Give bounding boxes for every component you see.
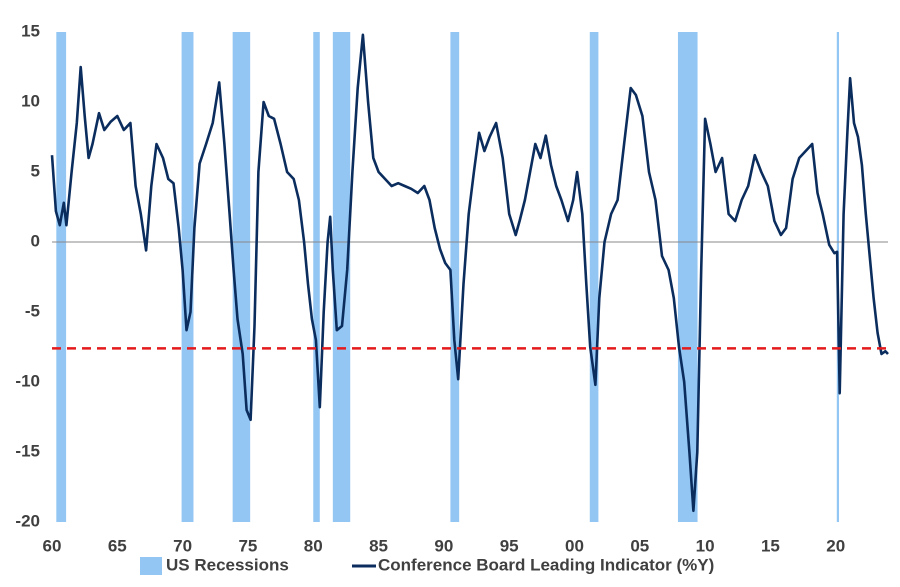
y-tick-label: 15 <box>21 21 40 40</box>
x-tick-label: 20 <box>826 536 845 555</box>
y-tick-label: -10 <box>15 371 40 390</box>
y-tick-label: -20 <box>15 511 40 530</box>
legend-label: Conference Board Leading Indicator (%Y) <box>378 555 714 574</box>
legend-swatch <box>140 557 162 575</box>
x-tick-label: 70 <box>173 536 192 555</box>
recession-band <box>56 32 67 522</box>
x-tick-label: 10 <box>696 536 715 555</box>
y-tick-label: 10 <box>21 91 40 110</box>
y-tick-label: -15 <box>15 441 40 460</box>
y-tick-label: 0 <box>31 231 40 250</box>
x-tick-label: 00 <box>565 536 584 555</box>
recession-band <box>450 32 460 522</box>
recession-band <box>181 32 194 522</box>
recession-band <box>589 32 599 522</box>
legend-label: US Recessions <box>166 555 289 574</box>
y-tick-label: -5 <box>25 301 40 320</box>
x-tick-label: 05 <box>630 536 649 555</box>
x-tick-label: 60 <box>43 536 62 555</box>
x-tick-label: 65 <box>108 536 127 555</box>
recession-band <box>332 32 351 522</box>
y-tick-label: 5 <box>31 161 40 180</box>
x-tick-label: 95 <box>500 536 519 555</box>
recession-band <box>677 32 698 522</box>
indicator-line <box>50 33 889 513</box>
x-tick-label: 90 <box>434 536 453 555</box>
x-tick-label: 85 <box>369 536 388 555</box>
x-tick-label: 15 <box>761 536 780 555</box>
recession-band <box>313 32 320 522</box>
x-tick-label: 80 <box>304 536 323 555</box>
x-tick-label: 75 <box>238 536 257 555</box>
